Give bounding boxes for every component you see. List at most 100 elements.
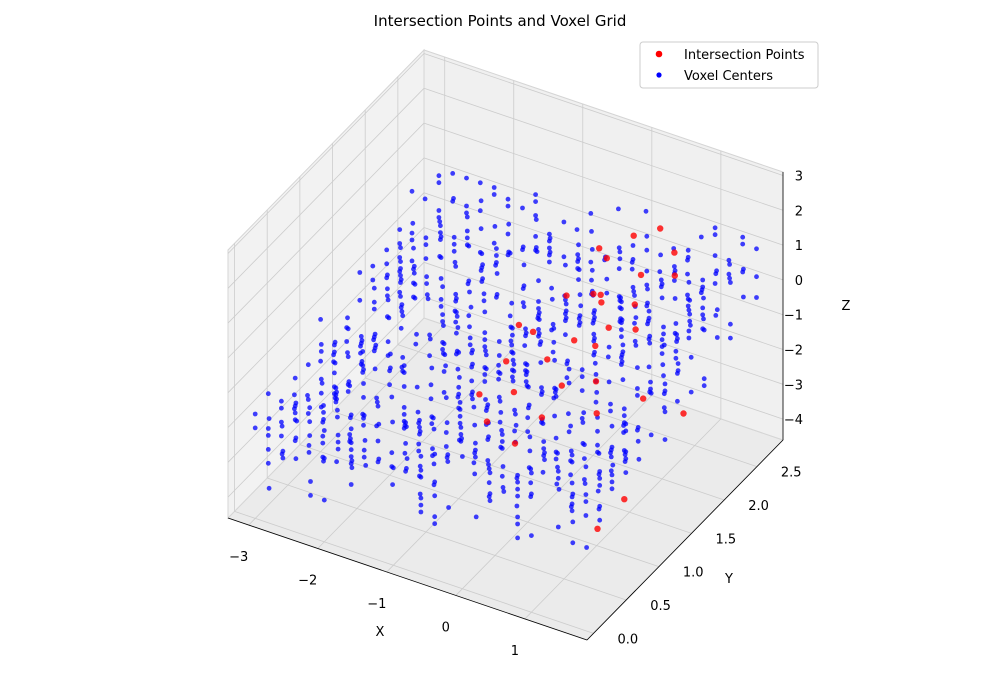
voxel-center-point [741,266,746,272]
intersection-point [592,378,600,385]
grid-line-y [397,344,757,468]
voxel-center-point [306,443,312,448]
grid-line-z [423,296,784,420]
voxel-center-point [577,320,583,325]
voxel-center-point [374,395,379,401]
voxel-center-point [409,188,415,194]
voxel-center-point [363,463,369,468]
voxel-center-point [621,413,627,419]
voxel-center-point [584,545,589,550]
voxel-center-point [714,335,720,340]
intersection-point [598,299,605,306]
voxel-center-point [497,419,503,425]
voxel-center-point [497,398,503,404]
voxel-center-point [540,421,546,426]
voxel-center-point [265,460,271,466]
voxel-center-point [359,359,365,364]
voxel-center-point [318,349,324,354]
voxel-center-point [345,326,351,332]
y-tick-label: 0.0 [618,632,639,647]
voxel-center-point [385,297,391,303]
voxel-center-point [675,361,681,366]
z-axis-label: Z [842,299,851,314]
voxel-center-point [360,349,366,354]
voxel-center-point [588,211,594,216]
voxel-center-point [412,281,418,287]
voxel-center-point [712,253,718,258]
voxel-center-point [657,269,663,275]
voxel-center-point [700,305,706,311]
voxel-center-point [533,217,539,223]
voxel-center-point [361,447,367,453]
voxel-center-point [510,378,516,384]
grid-line-z [227,227,425,428]
voxel-center-point [541,446,547,451]
voxel-center-point [609,486,615,492]
voxel-center-point [726,271,732,277]
voxel-center-point [496,394,502,400]
voxel-center-point [534,249,540,255]
voxel-center-point [423,235,429,241]
voxel-center-point [430,446,435,452]
voxel-center-point [644,268,650,274]
axis-lines [227,172,784,641]
voxel-center-point [418,467,424,473]
intersection-point [594,525,601,532]
voxel-center-point [403,420,408,425]
voxel-center-point [549,285,554,291]
voxel-center-point [524,369,530,375]
voxel-center-point [728,321,733,327]
voxel-center-point [416,441,422,447]
voxel-center-point [332,349,337,355]
intersection-point [590,290,597,298]
voxel-center-point [513,422,519,428]
voxel-center-point [417,463,423,469]
voxel-center-point [700,312,706,318]
voxel-center-point [496,376,501,382]
voxel-center-point [526,384,531,390]
voxel-center-point [305,393,310,398]
voxel-center-point [451,241,457,247]
voxel-center-point [643,208,649,214]
voxel-center-point [466,313,472,319]
voxel-center-point [754,246,759,252]
voxel-center-point [375,403,381,409]
voxel-center-point [563,332,568,338]
voxel-center-point [701,316,706,322]
voxel-center-point [432,479,438,485]
voxel-center-point [385,286,390,292]
voxel-center-point [411,245,416,251]
voxel-center-point [592,335,597,341]
voxel-center-point [457,375,462,380]
voxel-center-point [464,210,469,216]
voxel-center-point [409,230,415,236]
voxel-center-point [521,304,527,310]
voxel-center-point [635,393,640,398]
voxel-center-point [458,425,464,430]
voxel-center-point [630,284,636,290]
voxel-center-point [609,472,615,478]
voxel-center-point [451,248,457,254]
legend-label-voxel: Voxel Centers [684,69,773,84]
voxel-center-point [712,225,718,231]
voxel-center-point [445,452,451,458]
voxel-center-point [727,262,732,267]
voxel-center-point [533,234,538,239]
voxel-center-point [659,295,665,301]
voxel-center-point [592,349,597,355]
voxel-center-point [645,286,650,292]
voxel-center-point [385,339,391,345]
voxel-center-point [319,380,325,386]
voxel-center-point [477,208,483,214]
voxel-center-point [348,436,353,441]
voxel-center-point [597,469,603,474]
voxel-center-point [619,334,624,340]
intersection-point [503,358,510,365]
voxel-center-point [454,296,459,301]
voxel-center-point [349,465,355,471]
voxel-center-point [414,331,419,337]
intersection-point [510,388,518,396]
voxel-center-point [576,267,582,273]
voxel-center-point [547,259,552,265]
voxel-center-point [345,315,350,321]
